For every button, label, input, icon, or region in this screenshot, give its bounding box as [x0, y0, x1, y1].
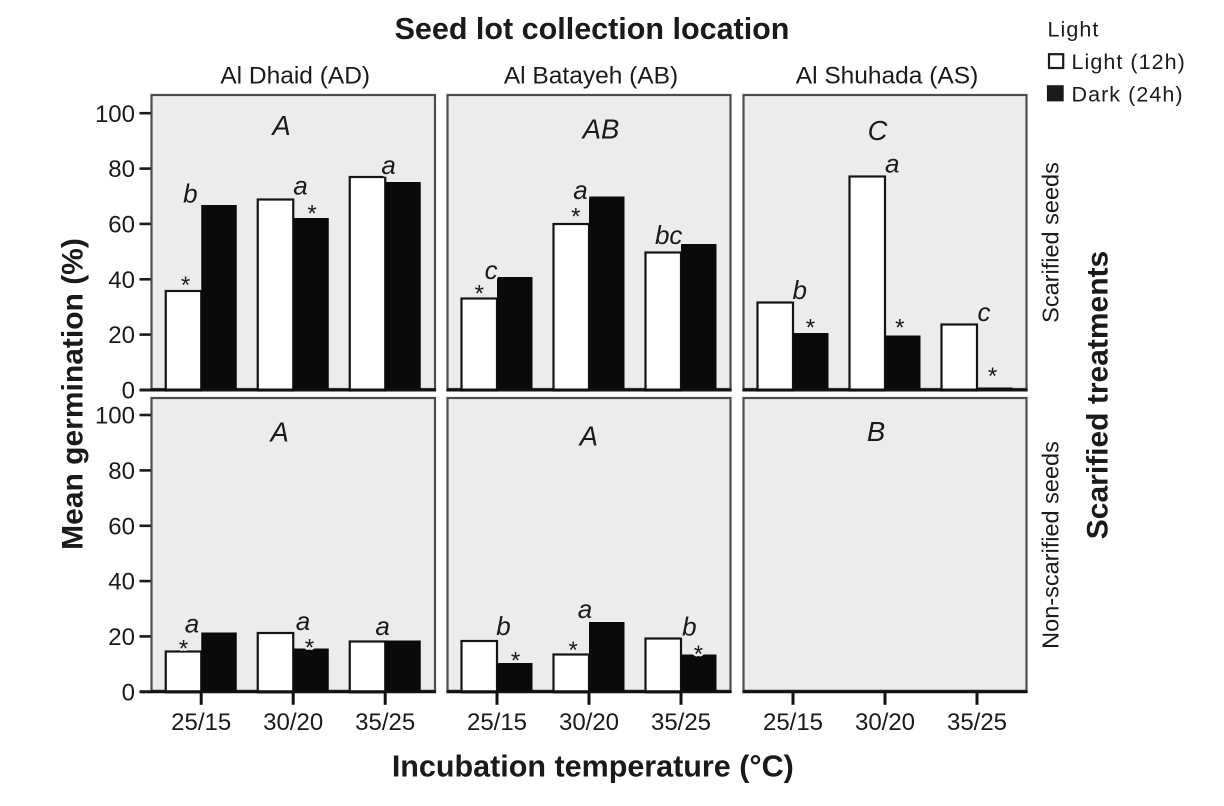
svg-text:*: * — [179, 636, 188, 663]
svg-text:b: b — [183, 179, 197, 209]
svg-text:25/15: 25/15 — [467, 709, 527, 736]
svg-text:100: 100 — [95, 403, 135, 430]
svg-text:a: a — [185, 609, 199, 639]
svg-text:Mean germination (%): Mean germination (%) — [57, 238, 90, 550]
svg-text:80: 80 — [108, 458, 135, 485]
svg-text:Seed lot collection location: Seed lot collection location — [395, 12, 790, 46]
svg-text:a: a — [293, 171, 307, 201]
svg-text:Scarified treatments: Scarified treatments — [1082, 251, 1115, 539]
svg-text:Incubation temperature (°C): Incubation temperature (°C) — [392, 750, 794, 784]
svg-text:a: a — [375, 611, 389, 641]
svg-text:*: * — [511, 648, 520, 675]
svg-text:Al Dhaid (AD): Al Dhaid (AD) — [220, 63, 370, 90]
svg-text:30/20: 30/20 — [855, 709, 915, 736]
svg-text:b: b — [682, 612, 696, 642]
svg-text:A: A — [269, 417, 289, 448]
svg-text:b: b — [496, 611, 510, 641]
svg-text:*: * — [806, 315, 815, 342]
svg-text:20: 20 — [108, 322, 135, 349]
svg-text:40: 40 — [108, 267, 135, 294]
svg-text:Light: Light — [1048, 17, 1100, 41]
svg-text:Al Batayeh (AB): Al Batayeh (AB) — [504, 63, 678, 90]
svg-text:40: 40 — [108, 569, 135, 596]
svg-text:*: * — [305, 635, 314, 662]
svg-text:Non-scarified seeds: Non-scarified seeds — [1038, 441, 1064, 649]
svg-text:*: * — [694, 641, 703, 668]
svg-text:B: B — [867, 416, 885, 447]
svg-text:60: 60 — [108, 513, 135, 540]
svg-text:25/15: 25/15 — [171, 709, 231, 736]
svg-text:35/25: 35/25 — [947, 709, 1007, 736]
svg-text:a: a — [381, 150, 395, 180]
svg-text:20: 20 — [108, 624, 135, 651]
svg-text:0: 0 — [122, 378, 135, 405]
svg-text:35/25: 35/25 — [355, 709, 415, 736]
svg-text:Light (12h): Light (12h) — [1072, 50, 1186, 74]
svg-text:A: A — [578, 421, 598, 452]
svg-text:Al Shuhada (AS): Al Shuhada (AS) — [796, 63, 979, 90]
svg-text:80: 80 — [108, 156, 135, 183]
svg-text:C: C — [868, 115, 888, 146]
svg-text:30/20: 30/20 — [559, 709, 619, 736]
svg-text:AB: AB — [581, 114, 620, 145]
svg-text:30/20: 30/20 — [263, 709, 323, 736]
svg-text:35/25: 35/25 — [651, 709, 711, 736]
svg-text:100: 100 — [95, 101, 135, 128]
svg-text:bc: bc — [655, 220, 682, 250]
svg-text:a: a — [296, 606, 310, 636]
svg-text:0: 0 — [122, 679, 135, 706]
svg-text:b: b — [792, 275, 806, 305]
svg-text:25/15: 25/15 — [763, 709, 823, 736]
svg-text:a: a — [885, 148, 899, 178]
svg-text:*: * — [307, 201, 316, 228]
svg-text:A: A — [270, 110, 290, 141]
svg-text:Scarified seeds: Scarified seeds — [1038, 162, 1064, 323]
svg-text:*: * — [988, 363, 997, 390]
svg-text:*: * — [181, 272, 190, 299]
svg-text:*: * — [475, 280, 484, 307]
svg-text:c: c — [485, 255, 498, 285]
svg-text:a: a — [578, 594, 592, 624]
svg-text:c: c — [978, 297, 991, 327]
svg-text:a: a — [573, 175, 587, 205]
svg-text:*: * — [571, 203, 580, 230]
svg-text:*: * — [569, 637, 578, 664]
svg-text:60: 60 — [108, 212, 135, 239]
svg-text:Dark (24h): Dark (24h) — [1072, 83, 1184, 107]
svg-text:*: * — [895, 315, 904, 342]
